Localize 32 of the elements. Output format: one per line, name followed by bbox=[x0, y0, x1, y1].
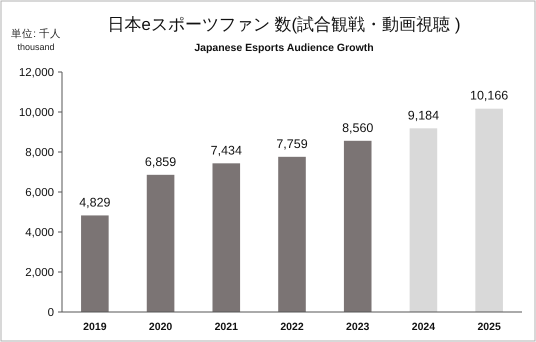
y-tick-label: 6,000 bbox=[25, 187, 54, 199]
x-tick-label: 2024 bbox=[412, 321, 436, 333]
data-label: 8,560 bbox=[342, 120, 374, 135]
y-tick-label: 0 bbox=[48, 307, 54, 319]
data-label: 4,829 bbox=[79, 195, 111, 210]
chart-subtitle: Japanese Esports Audience Growth bbox=[194, 42, 374, 54]
bar bbox=[81, 215, 109, 312]
text: thousand bbox=[17, 42, 55, 52]
x-tick-label: 2019 bbox=[83, 321, 107, 333]
x-tick-label: 2025 bbox=[477, 321, 501, 333]
x-tick-label: 2022 bbox=[280, 321, 304, 333]
x-tick-label: 2020 bbox=[148, 321, 172, 333]
data-label: 9,184 bbox=[408, 108, 440, 122]
data-label: 6,859 bbox=[144, 154, 176, 169]
bar bbox=[146, 174, 174, 312]
chart-title: 日本eスポーツファン 数(試合観戦・動画視聴 ) bbox=[107, 15, 461, 34]
data-label: 7,759 bbox=[276, 136, 308, 151]
y-tick-label: 8,000 bbox=[25, 147, 54, 159]
bar bbox=[410, 128, 438, 312]
y-tick-label: 2,000 bbox=[25, 267, 54, 279]
bar bbox=[475, 108, 503, 312]
y-tick-label: 10,000 bbox=[18, 107, 54, 119]
x-tick-label: 2021 bbox=[214, 321, 238, 333]
y-axis-title: 単位: 千人 bbox=[11, 27, 61, 40]
bar bbox=[278, 156, 306, 312]
x-tick-label: 2023 bbox=[346, 321, 370, 333]
bar bbox=[344, 140, 372, 312]
data-label: 10,166 bbox=[470, 88, 508, 103]
y-tick-label: 4,000 bbox=[25, 227, 54, 239]
data-label: 7,434 bbox=[210, 143, 242, 158]
bar bbox=[212, 163, 240, 312]
y-tick-label: 12,000 bbox=[18, 67, 54, 79]
